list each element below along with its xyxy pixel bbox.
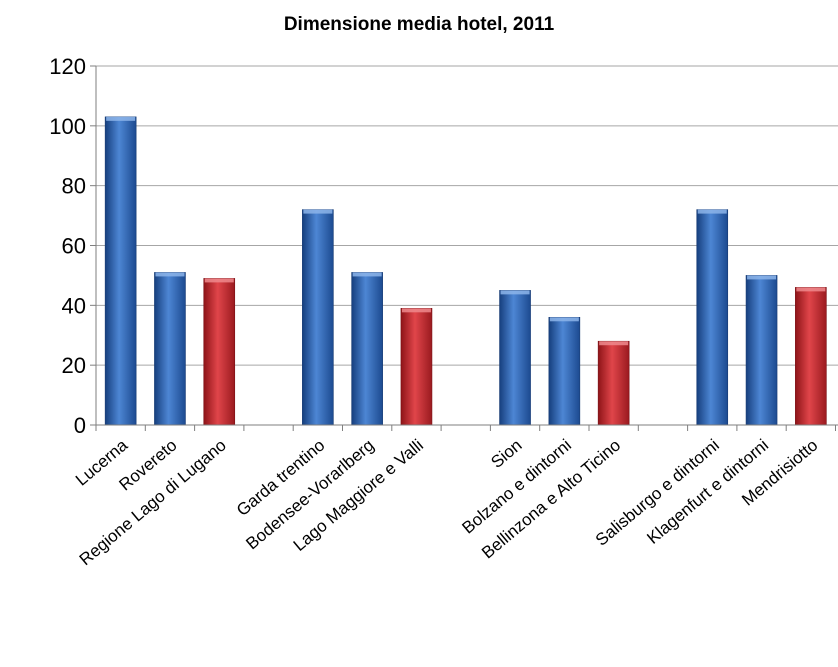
bar-9 bbox=[499, 290, 531, 426]
bar-cap-15 bbox=[796, 287, 826, 292]
bar-11 bbox=[597, 340, 630, 426]
bar-cap-10 bbox=[549, 317, 579, 322]
bar-15 bbox=[795, 287, 827, 426]
x-tick-label: Sion bbox=[487, 436, 525, 472]
bar-cap-11 bbox=[599, 341, 629, 346]
bar-cap-9 bbox=[500, 290, 530, 295]
y-tick-label: 40 bbox=[62, 293, 86, 318]
bar-cap-2 bbox=[155, 272, 185, 277]
bar-10 bbox=[548, 316, 581, 426]
y-tick-label: 100 bbox=[49, 114, 86, 139]
bar-3 bbox=[203, 278, 236, 426]
bar-cap-6 bbox=[352, 272, 382, 277]
bar-cap-14 bbox=[747, 275, 777, 280]
bar-cap-13 bbox=[697, 209, 727, 214]
chart-title: Dimensione media hotel, 2011 bbox=[283, 14, 555, 35]
bar-cap-3 bbox=[204, 278, 234, 283]
y-tick-label: 120 bbox=[49, 54, 86, 79]
bar-14 bbox=[745, 275, 778, 426]
y-tick-label: 60 bbox=[62, 234, 86, 259]
bar-2 bbox=[154, 272, 186, 426]
bar-6 bbox=[351, 272, 383, 426]
bar-cap-5 bbox=[303, 209, 333, 214]
bar-7 bbox=[400, 308, 433, 426]
bar-cap-7 bbox=[401, 308, 431, 313]
bar-cap-1 bbox=[106, 116, 136, 121]
bar-13 bbox=[696, 209, 729, 426]
y-tick-label: 80 bbox=[62, 174, 86, 199]
y-tick-label: 0 bbox=[74, 413, 86, 438]
bar-5 bbox=[302, 209, 334, 426]
bar-1 bbox=[104, 116, 137, 426]
y-tick-label: 20 bbox=[62, 353, 86, 378]
